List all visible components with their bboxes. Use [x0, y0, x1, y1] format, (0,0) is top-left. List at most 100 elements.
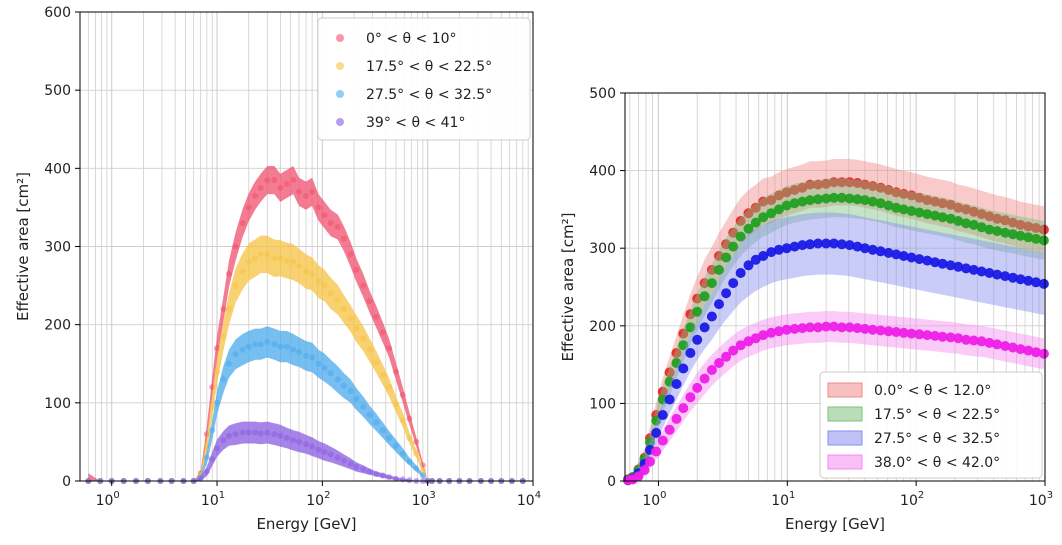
data-point	[366, 298, 373, 305]
data-point	[968, 206, 979, 217]
data-point	[271, 177, 278, 184]
x-tick-label: 101	[771, 490, 795, 509]
series-3	[623, 212, 1049, 486]
data-point	[735, 340, 746, 351]
data-point	[651, 427, 662, 438]
data-point	[781, 200, 792, 211]
data-point	[743, 260, 754, 271]
data-point	[657, 386, 668, 397]
data-point	[766, 327, 777, 338]
data-point	[252, 255, 259, 262]
data-point	[366, 346, 373, 353]
data-point	[728, 278, 739, 289]
data-point	[1023, 275, 1034, 286]
legend-marker	[336, 34, 344, 42]
data-point	[953, 216, 964, 226]
data-point	[930, 210, 940, 221]
legend-label: 17.5° < θ < 22.5°	[874, 407, 1000, 423]
data-point	[321, 364, 328, 371]
data-point	[321, 212, 328, 219]
y-tick-label: 600	[44, 5, 71, 21]
data-point	[290, 259, 297, 266]
data-point	[209, 403, 216, 410]
data-point	[353, 266, 360, 273]
data-point	[789, 198, 800, 209]
data-point	[386, 435, 393, 441]
data-point	[393, 442, 399, 449]
data-point	[671, 358, 682, 368]
error-band	[88, 235, 523, 481]
data-point	[852, 194, 863, 205]
data-point	[875, 198, 886, 209]
data-point	[945, 260, 956, 271]
data-point	[360, 403, 367, 410]
data-point	[257, 430, 264, 437]
data-point	[1015, 274, 1026, 285]
data-point	[360, 466, 367, 473]
data-point	[264, 251, 271, 258]
x-tick-label: 102	[306, 490, 330, 509]
data-point	[828, 177, 839, 188]
data-point	[906, 206, 917, 216]
data-point	[257, 341, 264, 348]
data-point	[379, 329, 386, 336]
y-tick-label: 500	[44, 83, 71, 99]
data-point	[945, 213, 956, 224]
data-point	[821, 193, 832, 204]
y-tick-label: 300	[589, 241, 616, 257]
data-point	[914, 192, 925, 203]
data-point	[1023, 221, 1034, 232]
data-point	[906, 328, 917, 339]
legend-marker	[336, 90, 344, 98]
data-point	[773, 190, 784, 201]
data-point	[1031, 223, 1041, 233]
data-point	[399, 417, 406, 423]
x-tick-label: 100	[642, 490, 666, 509]
data-point	[859, 243, 870, 254]
data-point	[309, 270, 316, 277]
data-point	[728, 227, 739, 238]
data-point	[245, 259, 252, 266]
error-band	[628, 159, 1044, 481]
plot-frame	[624, 92, 1046, 482]
data-point	[1023, 345, 1034, 356]
data-point	[685, 392, 696, 403]
data-point	[706, 264, 717, 275]
data-point	[906, 252, 917, 263]
data-point	[386, 384, 393, 391]
data-point	[264, 338, 271, 345]
data-point	[844, 177, 855, 188]
series-2	[623, 178, 1049, 485]
data-point	[1007, 342, 1018, 353]
data-point	[353, 463, 360, 470]
data-point	[984, 337, 995, 348]
data-point	[353, 395, 360, 402]
data-point	[413, 450, 420, 457]
data-point	[379, 427, 386, 434]
data-point	[340, 457, 347, 464]
data-point	[406, 435, 413, 441]
data-point	[992, 269, 1003, 280]
x-tick-label: 100	[96, 490, 120, 509]
legend-label: 17.5° < θ < 22.5°	[366, 59, 492, 75]
data-point	[671, 348, 682, 358]
data-point	[277, 255, 284, 262]
data-point	[797, 182, 808, 193]
data-point	[678, 340, 689, 351]
data-point	[735, 231, 746, 242]
data-point	[937, 212, 948, 223]
data-point	[678, 403, 689, 414]
data-point	[891, 249, 902, 260]
data-point	[1000, 271, 1011, 282]
data-point	[296, 188, 302, 195]
data-point	[706, 311, 717, 322]
data-point	[651, 446, 662, 457]
data-point	[671, 413, 682, 424]
data-point	[728, 241, 739, 252]
data-point	[728, 345, 739, 356]
data-point	[781, 243, 792, 254]
data-point	[1015, 219, 1026, 230]
data-point	[209, 427, 216, 434]
data-point	[303, 268, 309, 275]
